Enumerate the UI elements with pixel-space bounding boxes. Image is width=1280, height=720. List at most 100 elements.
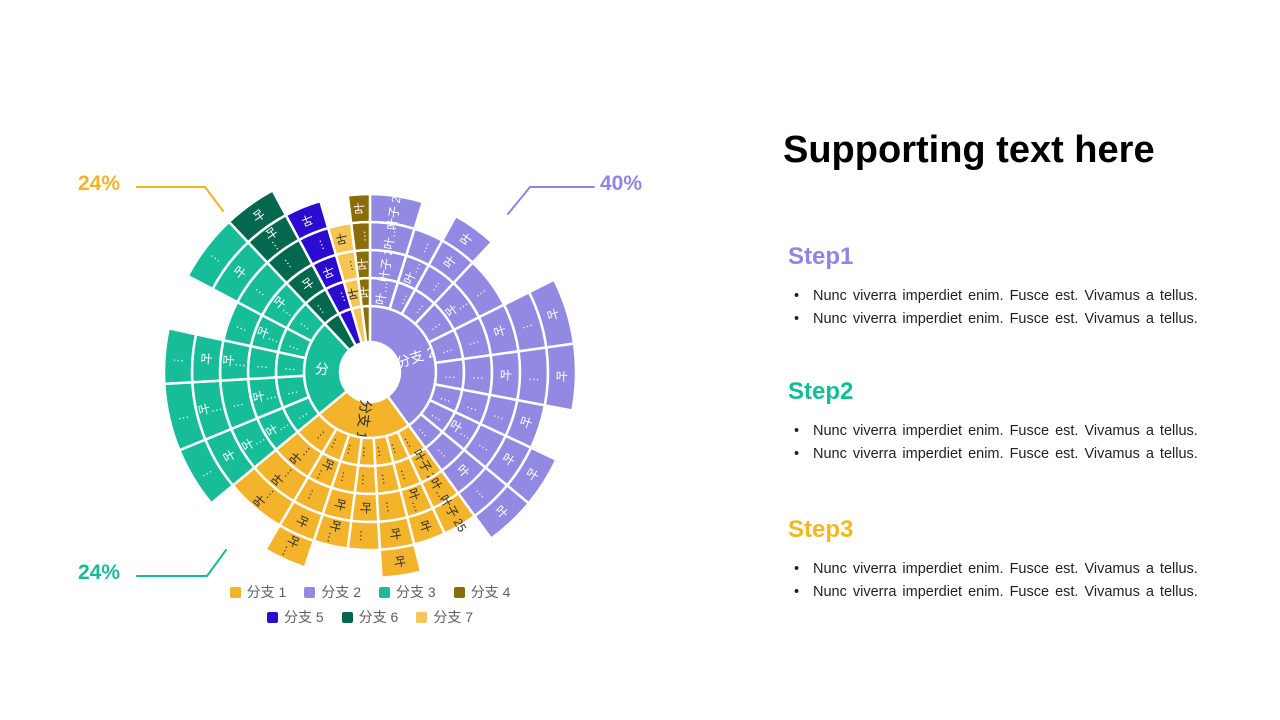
legend-swatch: [341, 611, 353, 623]
sunburst-cell-label: 叶: [387, 527, 403, 541]
sunburst-cell-label: …: [438, 388, 454, 405]
step3-bullets: Nunc viverra imperdiet enim. Fusce est. …: [788, 558, 1208, 604]
sunburst-cell-label: 叶: [492, 323, 508, 340]
sunburst-cell-label: …: [379, 472, 395, 486]
legend-swatch: [416, 611, 428, 623]
sunburst-cell-label: …: [388, 439, 405, 455]
legend-item-branch-3[interactable]: 分支 3: [379, 582, 436, 602]
step1-bullets: Nunc viverra imperdiet enim. Fusce est. …: [788, 285, 1208, 331]
sunburst-cell-label: 叶…: [324, 519, 343, 546]
sunburst-cell-label: 叶: [320, 264, 338, 280]
sunburst-cell-label: 叶: [334, 231, 350, 246]
sunburst-cell-label: 叶: [200, 352, 213, 367]
sunburst-cell-label: 分支 1: [354, 399, 375, 441]
sunburst-cell-label: …: [175, 406, 190, 422]
sunburst-cell-label: …: [287, 336, 303, 353]
sunburst-cell-label: …: [310, 238, 327, 254]
sunburst-cell-label: …: [328, 436, 346, 453]
callout-line: [136, 186, 224, 212]
chart-legend-row-2: 分支 5 分支 6 分支 7: [150, 607, 590, 627]
legend-item-branch-6[interactable]: 分支 6: [341, 607, 399, 627]
legend-item-branch-5[interactable]: 分支 5: [266, 607, 324, 627]
sunburst-cell[interactable]: [346, 192, 372, 225]
sunburst-cell-label: …: [393, 290, 411, 307]
sunburst-cell-label: …: [528, 369, 540, 383]
sunburst-cell-label: 叶: [500, 368, 512, 382]
sunburst-cell-label: …: [285, 382, 300, 398]
sunburst-cell-label: 叶: [556, 370, 568, 384]
sunburst-cell-label: …: [444, 367, 456, 381]
sunburst-cell-label: …: [230, 394, 245, 410]
sunburst-cell-label: 叶: [293, 513, 311, 530]
legend-swatch: [379, 586, 390, 598]
step2-bullets: Nunc viverra imperdiet enim. Fusce est. …: [788, 420, 1208, 466]
sunburst-cell-label: …: [472, 368, 484, 382]
legend-item-branch-1[interactable]: 分支 1: [229, 582, 287, 602]
sunburst-cell-label: 叶: [391, 555, 407, 569]
sunburst-cell-label: 叶子 21: [385, 188, 405, 231]
bullet-item: Nunc viverra imperdiet enim. Fusce est. …: [788, 558, 1208, 581]
sunburst-cell-label: …: [340, 259, 356, 274]
callout-line: [507, 186, 595, 215]
sunburst-cell-label: …: [338, 470, 354, 485]
sunburst-cell-label: …: [360, 446, 374, 458]
sunburst-cell-label: …: [344, 443, 360, 458]
sunburst-cell-label: 叶…: [251, 387, 278, 406]
sunburst-cell-label: 叶子 2: [377, 247, 396, 283]
sunburst-cell-label: 叶: [518, 414, 534, 431]
sunburst-cell-label: 叶: [416, 518, 433, 534]
sunburst-cell-label: 叶: [352, 202, 367, 215]
page-title: Supporting text here: [783, 129, 1155, 171]
legend-label: 分支 6: [358, 609, 399, 625]
legend-label: 分支 4: [470, 584, 511, 600]
sunburst-cell-label: …: [357, 530, 371, 542]
legend-item-branch-7[interactable]: 分支 7: [416, 607, 473, 627]
sunburst-cell-label: …: [439, 340, 455, 357]
sunburst-cell-label: …: [234, 317, 250, 334]
sunburst-cell-label: …: [284, 358, 297, 373]
bullet-item: Nunc viverra imperdiet enim. Fusce est. …: [788, 420, 1208, 443]
callout-label-24-bottom: 24%: [78, 561, 121, 584]
legend-item-branch-4[interactable]: 分支 4: [453, 582, 511, 602]
sunburst-cell-label: …: [331, 290, 348, 306]
legend-swatch: [453, 586, 465, 598]
sunburst-cell-label: 叶: [545, 307, 561, 324]
step-block-1: Step1 Nunc viverra imperdiet enim. Fusce…: [788, 243, 1208, 331]
sunburst-cell-label: 叶…: [222, 353, 247, 369]
step3-heading: Step3: [788, 516, 854, 543]
sunburst-cell[interactable]: [162, 327, 198, 386]
bullet-item: Nunc viverra imperdiet enim. Fusce est. …: [788, 581, 1208, 604]
callout-line: [136, 549, 227, 577]
sunburst-cell-label: …: [354, 230, 369, 243]
step2-heading: Step2: [788, 378, 854, 405]
sunburst-cell-label: …: [383, 499, 399, 513]
legend-swatch: [304, 586, 316, 598]
sunburst-cell-label: …: [414, 239, 432, 256]
sunburst-cell-label: 叶: [358, 502, 372, 514]
sunburst-cell-label: …: [172, 350, 185, 365]
sunburst-cell-label: …: [398, 466, 415, 482]
step-block-3: Step3 Nunc viverra imperdiet enim. Fusce…: [788, 516, 1208, 604]
chart-legend-row-1: 分支 1 分支 2 分支 3 分支 4: [150, 582, 590, 602]
legend-swatch: [229, 586, 241, 598]
callout-label-24-top: 24%: [78, 172, 121, 195]
sunburst-cell-label: …: [359, 474, 373, 486]
sunburst-cell-label: 分: [315, 361, 330, 378]
sunburst-cell-label: …: [519, 315, 535, 332]
legend-label: 分支 1: [246, 584, 287, 600]
sunburst-cell-label: 叶: [356, 258, 371, 271]
sunburst-cell[interactable]: [441, 214, 494, 264]
sunburst-cell-label: 叶…: [373, 280, 390, 306]
legend-item-branch-2[interactable]: 分支 2: [304, 582, 361, 602]
sunburst-cell-label: 叶: [358, 286, 373, 299]
legend-label: 分支 7: [433, 609, 474, 625]
sunburst-cell-label: 叶…: [197, 399, 224, 418]
sunburst-cell-label: …: [465, 331, 481, 348]
sunburst-cell-label: …: [465, 397, 481, 414]
sunburst-cell-label: 叶: [332, 497, 348, 512]
legend-label: 分支 5: [283, 609, 324, 625]
bullet-item: Nunc viverra imperdiet enim. Fusce est. …: [788, 443, 1208, 466]
sunburst-chart: 分支 2叶…叶子 2叶…叶子 21…叶…………叶叶…叶………… 叶… 叶…… 叶… 叶……: [136, 186, 595, 579]
legend-swatch: [266, 611, 278, 623]
